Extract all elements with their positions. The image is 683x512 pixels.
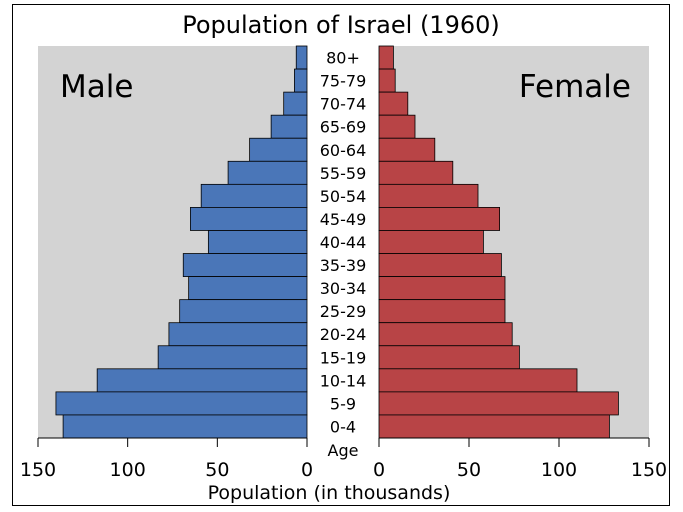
male-bar-65-69 [270, 114, 308, 139]
male-bar-70-74 [283, 91, 308, 116]
female-bar-35-39 [378, 253, 502, 277]
male-bar-25-29 [179, 299, 308, 324]
age-labels: 80+ 75-79 70-74 65-69 60-64 55-59 50-54 45-49 40… [320, 49, 367, 437]
age-label: 40-44 [320, 233, 367, 252]
male-bar-45-49 [190, 207, 308, 231]
male-axis-tick-label: 0 [301, 459, 313, 481]
x-axis-label: Population (in thousands) [208, 482, 451, 504]
female-bar-55-59 [378, 160, 454, 185]
female-bar-70-74 [378, 91, 409, 116]
age-label: 60-64 [320, 141, 367, 160]
female-bar-80+ [378, 45, 394, 70]
female-bar-5-9 [378, 391, 619, 416]
male-bar-50-54 [200, 183, 308, 208]
age-axis-label: Age [328, 441, 359, 460]
age-label: 20-24 [320, 325, 367, 344]
age-label: 5-9 [330, 394, 356, 413]
female-bar-10-14 [378, 368, 578, 393]
female-bar-0-4 [378, 414, 610, 439]
male-panel-label: Male [60, 69, 133, 105]
age-label: 80+ [326, 49, 360, 68]
male-bar-5-9 [55, 391, 308, 416]
female-bar-25-29 [378, 299, 506, 324]
male-bar-80+ [295, 45, 308, 70]
age-label: 10-14 [320, 371, 367, 390]
age-label: 55-59 [320, 164, 367, 183]
male-x-axis: 150 100 50 0 [20, 437, 313, 481]
female-bar-15-19 [378, 345, 520, 370]
female-bar-50-54 [378, 183, 479, 208]
female-axis-tick-label: 50 [457, 459, 481, 481]
male-bar-55-59 [227, 160, 308, 185]
female-axis-tick-label: 150 [631, 459, 667, 481]
female-bar-20-24 [378, 322, 513, 347]
female-bar-30-34 [378, 276, 506, 301]
male-bar-20-24 [168, 322, 308, 347]
male-bar-15-19 [157, 345, 308, 370]
female-axis-tick-label: 100 [541, 459, 577, 481]
female-x-axis: 0 50 100 150 [373, 437, 667, 481]
male-bar-10-14 [96, 368, 308, 393]
age-label: 35-39 [320, 256, 367, 275]
age-label: 45-49 [320, 210, 367, 229]
female-bar-40-44 [378, 230, 484, 254]
male-bar-0-4 [62, 414, 308, 439]
male-axis-tick-label: 50 [205, 459, 229, 481]
age-label: 30-34 [320, 279, 367, 298]
female-bars [378, 45, 619, 439]
male-bar-35-39 [182, 253, 308, 277]
male-bar-60-64 [249, 137, 308, 162]
age-label: 25-29 [320, 302, 367, 321]
age-label: 65-69 [320, 118, 367, 137]
male-bars [55, 45, 308, 439]
age-label: 15-19 [320, 348, 367, 367]
male-axis-tick-label: 150 [20, 459, 56, 481]
female-axis-tick-label: 0 [373, 459, 385, 481]
male-bar-40-44 [207, 230, 308, 254]
age-label: 0-4 [330, 417, 356, 436]
male-bar-75-79 [294, 68, 308, 93]
chart-title: Population of Israel (1960) [182, 11, 500, 39]
age-label: 75-79 [320, 72, 367, 91]
female-bar-60-64 [378, 137, 436, 162]
female-bar-75-79 [378, 68, 396, 93]
female-panel-label: Female [519, 69, 631, 105]
age-label: 70-74 [320, 95, 367, 114]
age-label: 50-54 [320, 187, 367, 206]
female-bar-45-49 [378, 207, 500, 231]
male-axis-tick-label: 100 [110, 459, 146, 481]
male-bar-30-34 [188, 276, 308, 301]
female-bar-65-69 [378, 114, 416, 139]
